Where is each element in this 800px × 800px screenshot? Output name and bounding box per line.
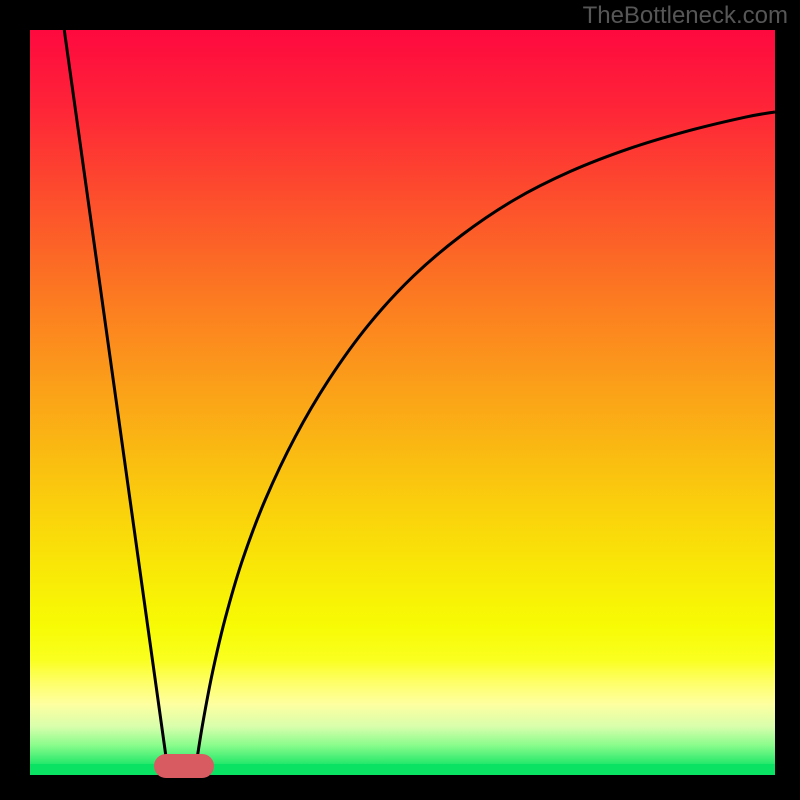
source-watermark: TheBottleneck.com xyxy=(583,2,788,30)
right-ascending-curve xyxy=(196,112,775,765)
frame-border-right xyxy=(775,0,800,800)
frame-border-bottom xyxy=(0,775,800,800)
bottleneck-marker xyxy=(154,754,214,778)
curve-layer xyxy=(30,30,775,775)
chart-container: TheBottleneck.com xyxy=(0,0,800,800)
left-descending-line xyxy=(64,30,167,765)
frame-border-left xyxy=(0,0,30,800)
plot-area xyxy=(30,30,775,775)
